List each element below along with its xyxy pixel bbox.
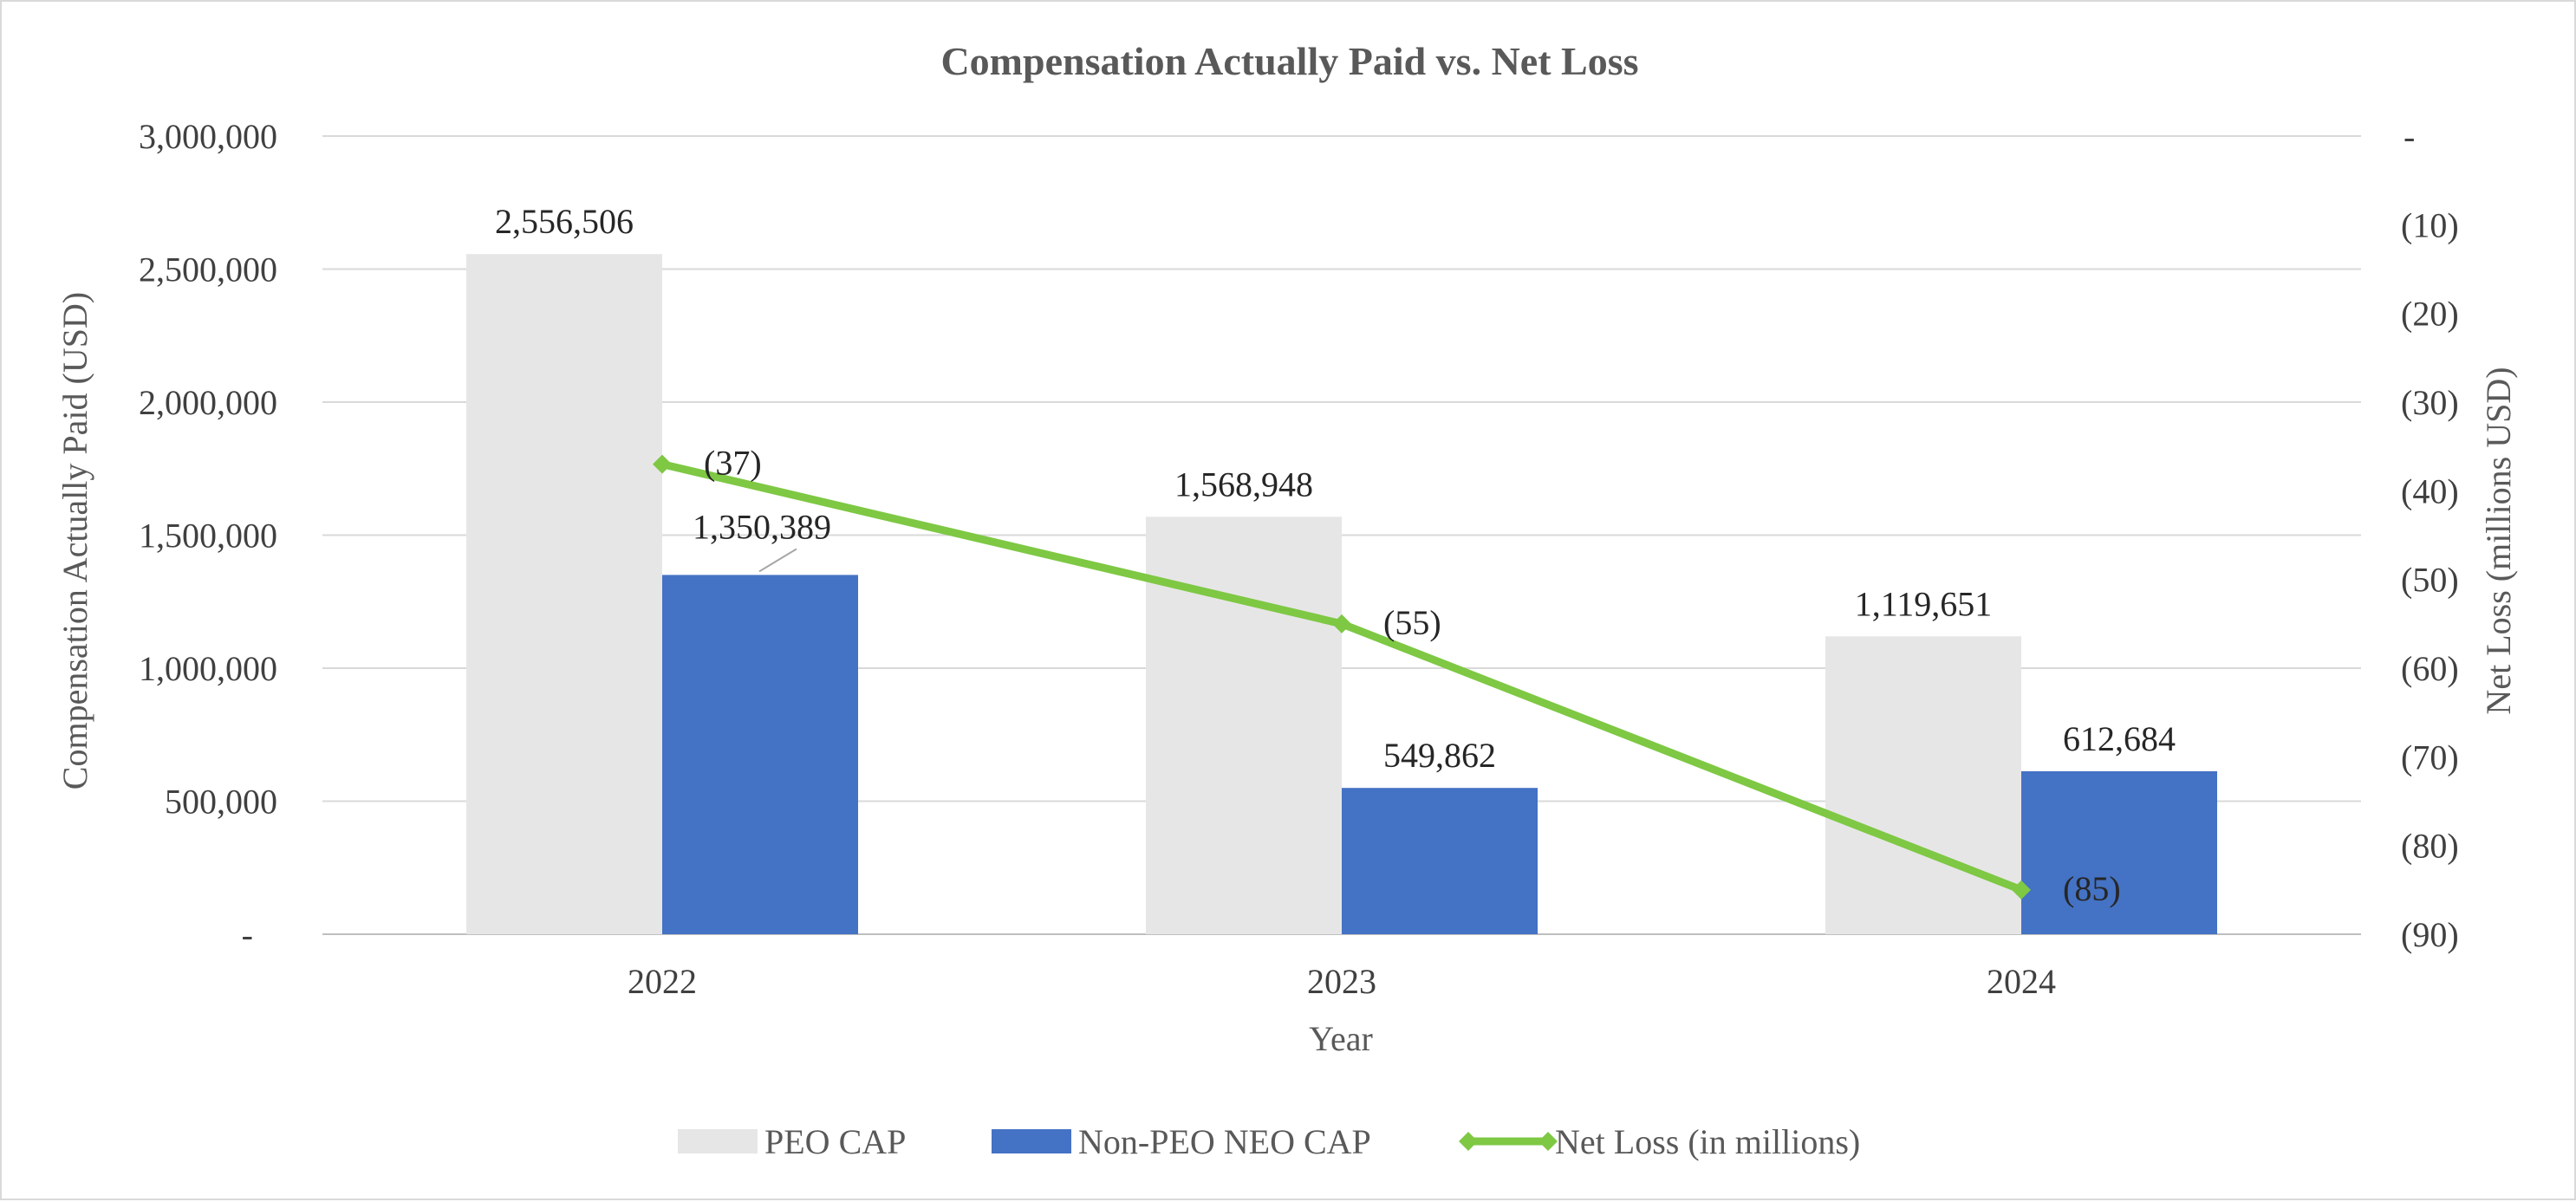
y-tick-label: 1,000,000: [139, 649, 277, 688]
peo-cap-label: 1,568,948: [1174, 465, 1313, 504]
legend-marker-net-loss: [1459, 1132, 1478, 1151]
y2-tick-label: (70): [2401, 737, 2459, 776]
peo-cap-label: 1,119,651: [1855, 584, 1993, 623]
y2-tick-label: (30): [2401, 383, 2459, 422]
legend-marker-net-loss: [1538, 1132, 1558, 1151]
x-tick-label: 2024: [1987, 962, 2056, 1001]
y-tick-label: -: [242, 915, 253, 954]
non-peo-neo-cap-label: 1,350,389: [693, 507, 831, 546]
x-tick-label: 2022: [628, 962, 697, 1001]
net-loss-marker: [2012, 880, 2031, 900]
y-tick-label: 3,000,000: [139, 117, 277, 156]
y2-tick-label: (60): [2401, 649, 2459, 688]
net-loss-label: (37): [704, 444, 762, 483]
peo-cap-bar: [1825, 636, 2021, 934]
net-loss-label: (55): [1383, 603, 1441, 642]
y2-tick-label: (10): [2401, 205, 2459, 244]
non-peo-neo-cap-bar: [662, 575, 858, 934]
peo-cap-bar: [1146, 517, 1342, 934]
y2-axis-title: Net Loss (millions USD): [2479, 367, 2518, 714]
y2-tick-label: (90): [2401, 915, 2459, 954]
y-axis-title: Compensation Actually Paid (USD): [55, 292, 94, 789]
y2-tick-label: -: [2404, 117, 2415, 156]
peo-cap-label: 2,556,506: [495, 202, 634, 241]
y-tick-label: 2,000,000: [139, 383, 277, 422]
peo-cap-bar: [466, 254, 662, 934]
chart-title: Compensation Actually Paid vs. Net Loss: [940, 39, 1638, 83]
non-peo-neo-cap-label: 612,684: [2063, 719, 2176, 758]
non-peo-neo-cap-label: 549,862: [1383, 736, 1496, 775]
non-peo-neo-cap-bar: [2021, 770, 2217, 934]
x-axis-title: Year: [1309, 1019, 1373, 1058]
legend-swatch-peo-cap: [678, 1129, 758, 1153]
y2-tick-label: (40): [2401, 471, 2459, 510]
data-labels: 2,556,506 1,350,389 1,568,948 549,862 1,119,…: [495, 202, 2176, 908]
legend-label-net-loss: Net Loss (in millions): [1555, 1122, 1860, 1161]
net-loss-marker: [1332, 614, 1351, 633]
right-axis: - (10) (20) (30) (40) (50) (60) (70) (80) (90): [2401, 117, 2459, 954]
y-tick-label: 1,500,000: [139, 517, 277, 556]
y-tick-label: 2,500,000: [139, 250, 277, 289]
legend-label-peo-cap: PEO CAP: [764, 1122, 906, 1161]
leader-line: [758, 548, 797, 573]
y2-tick-label: (50): [2401, 561, 2459, 600]
y-tick-label: 500,000: [165, 783, 277, 822]
y2-tick-label: (20): [2401, 295, 2459, 334]
legend-label-non-peo-neo-cap: Non-PEO NEO CAP: [1078, 1122, 1371, 1161]
non-peo-neo-cap-bar: [1342, 788, 1538, 934]
legend-swatch-non-peo-neo-cap: [992, 1129, 1071, 1153]
legend: PEO CAP Non-PEO NEO CAP Net Loss (in milli…: [678, 1122, 1860, 1161]
x-tick-label: 2023: [1307, 962, 1376, 1001]
net-loss-line: [653, 454, 2031, 900]
net-loss-label: (85): [2063, 869, 2121, 908]
net-loss-marker: [653, 454, 672, 474]
x-axis: 2022 2023 2024: [628, 962, 2056, 1001]
left-axis: - 500,000 1,000,000 1,500,000 2,000,000 2,500…: [139, 117, 277, 954]
bars: [466, 254, 2217, 934]
y2-tick-label: (80): [2401, 827, 2459, 866]
